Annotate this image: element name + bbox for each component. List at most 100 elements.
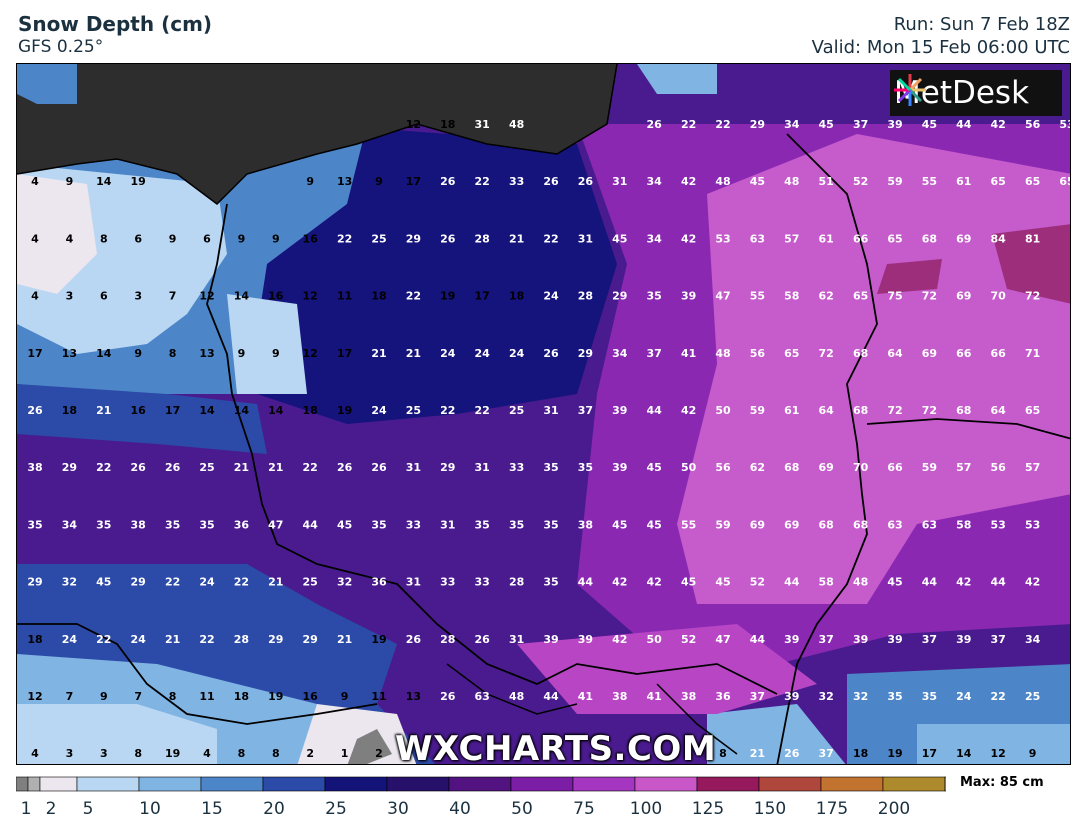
grid-value-label: 51 <box>819 175 834 188</box>
grid-value-label: 31 <box>406 461 421 474</box>
grid-value-label: 64 <box>887 347 903 360</box>
grid-value-label: 45 <box>337 518 352 531</box>
grid-value-label: 25 <box>371 232 386 245</box>
grid-value-label: 42 <box>1025 576 1040 589</box>
grid-value-label: 22 <box>96 633 111 646</box>
valid-label: Valid: Mon 15 Feb 06:00 UTC <box>811 37 1070 58</box>
grid-value-label: 31 <box>475 461 490 474</box>
grid-value-label: 17 <box>337 347 352 360</box>
grid-value-label: 37 <box>750 690 765 703</box>
grid-value-label: 44 <box>647 404 663 417</box>
grid-value-label: 26 <box>440 232 456 245</box>
grid-value-label: 19 <box>887 747 902 760</box>
grid-value-label: 4 <box>31 232 39 245</box>
grid-value-label: 65 <box>853 290 868 303</box>
zone-grey-south <box>347 729 392 764</box>
zone-magenta-blob-1 <box>992 224 1070 304</box>
grid-value-label: 28 <box>440 633 455 646</box>
grid-value-label: 31 <box>509 633 524 646</box>
grid-value-label: 2 <box>375 747 383 760</box>
grid-value-label: 69 <box>750 518 765 531</box>
grid-value-label: 14 <box>199 404 215 417</box>
grid-value-label: 57 <box>1025 461 1040 474</box>
grid-value-label: 70 <box>991 290 1007 303</box>
grid-value-label: 22 <box>303 461 318 474</box>
legend-color-bar <box>634 776 698 792</box>
grid-value-label: 59 <box>887 175 902 188</box>
grid-value-label: 32 <box>819 690 834 703</box>
grid-value-label: 28 <box>578 290 593 303</box>
grid-value-label: 25 <box>1025 690 1040 703</box>
grid-value-label: 3 <box>66 747 74 760</box>
legend-color-bar <box>262 776 326 792</box>
grid-value-label: 16 <box>303 232 319 245</box>
grid-value-label: 21 <box>165 633 180 646</box>
grid-value-label: 17 <box>475 290 490 303</box>
grid-value-label: 16 <box>131 404 147 417</box>
grid-value-label: 48 <box>509 690 524 703</box>
grid-value-label: 13 <box>62 347 77 360</box>
grid-value-label: 35 <box>509 518 524 531</box>
grid-value-label: 8 <box>719 747 727 760</box>
grid-value-label: 44 <box>784 576 800 589</box>
grid-value-label: 48 <box>509 118 524 131</box>
grid-value-label: 68 <box>853 404 868 417</box>
grid-value-label: 21 <box>509 232 524 245</box>
legend-tick-label: 150 <box>754 799 786 819</box>
grid-value-label: 26 <box>647 118 663 131</box>
grid-value-label: 63 <box>887 518 902 531</box>
grid-value-label: 25 <box>199 461 214 474</box>
grid-value-label: 19 <box>131 175 146 188</box>
grid-value-label: 26 <box>337 461 353 474</box>
grid-value-label: 39 <box>956 633 971 646</box>
grid-value-label: 75 <box>887 290 902 303</box>
zone-pink-east <box>677 134 1070 604</box>
grid-value-label: 45 <box>647 461 662 474</box>
grid-value-label: 21 <box>234 461 249 474</box>
grid-value-label: 18 <box>509 290 524 303</box>
grid-value-label: 59 <box>715 518 730 531</box>
grid-value-label: 64 <box>819 404 835 417</box>
grid-value-label: 45 <box>715 576 730 589</box>
grid-value-label: 22 <box>406 290 421 303</box>
grid-value-label: 38 <box>612 690 627 703</box>
zone-purple-carpathian <box>517 624 817 714</box>
grid-value-label: 29 <box>406 232 421 245</box>
grid-value-label: 38 <box>27 461 42 474</box>
legend-color-bar <box>200 776 264 792</box>
legend-color-bar <box>758 776 822 792</box>
grid-value-label: 44 <box>956 118 972 131</box>
grid-value-label: 11 <box>199 690 214 703</box>
grid-value-label: 35 <box>578 461 593 474</box>
grid-value-label: 68 <box>853 518 868 531</box>
grid-value-label: 56 <box>991 461 1007 474</box>
grid-value-label: 32 <box>337 576 352 589</box>
grid-value-label: 42 <box>681 232 696 245</box>
legend-color-bar <box>944 776 946 792</box>
grid-value-label: 7 <box>134 690 142 703</box>
grid-value-label: 9 <box>134 347 142 360</box>
grid-value-label: 68 <box>922 232 937 245</box>
legend-tick-label: 50 <box>511 799 533 819</box>
grid-value-label: 26 <box>543 347 559 360</box>
grid-value-label: 18 <box>853 747 868 760</box>
grid-value-label: 66 <box>956 347 972 360</box>
grid-value-label: 59 <box>922 461 937 474</box>
grid-value-label: 11 <box>371 690 386 703</box>
grid-value-label: 31 <box>475 118 490 131</box>
grid-value-label: 4 <box>66 232 74 245</box>
grid-value-label: 34 <box>784 118 800 131</box>
grid-value-label: 22 <box>715 118 730 131</box>
grid-value-label: 11 <box>337 290 352 303</box>
grid-value-label: 65 <box>1025 404 1040 417</box>
grid-value-label: 53 <box>715 232 730 245</box>
grid-value-label: 19 <box>337 404 352 417</box>
grid-value-label: 39 <box>612 404 627 417</box>
grid-value-label: 42 <box>956 576 971 589</box>
grid-value-label: 61 <box>956 175 971 188</box>
grid-value-label: 57 <box>784 232 799 245</box>
grid-value-label: 45 <box>647 518 662 531</box>
zone-blue-south-east <box>707 704 846 764</box>
grid-value-label: 24 <box>475 347 491 360</box>
legend-color-bar <box>572 776 636 792</box>
